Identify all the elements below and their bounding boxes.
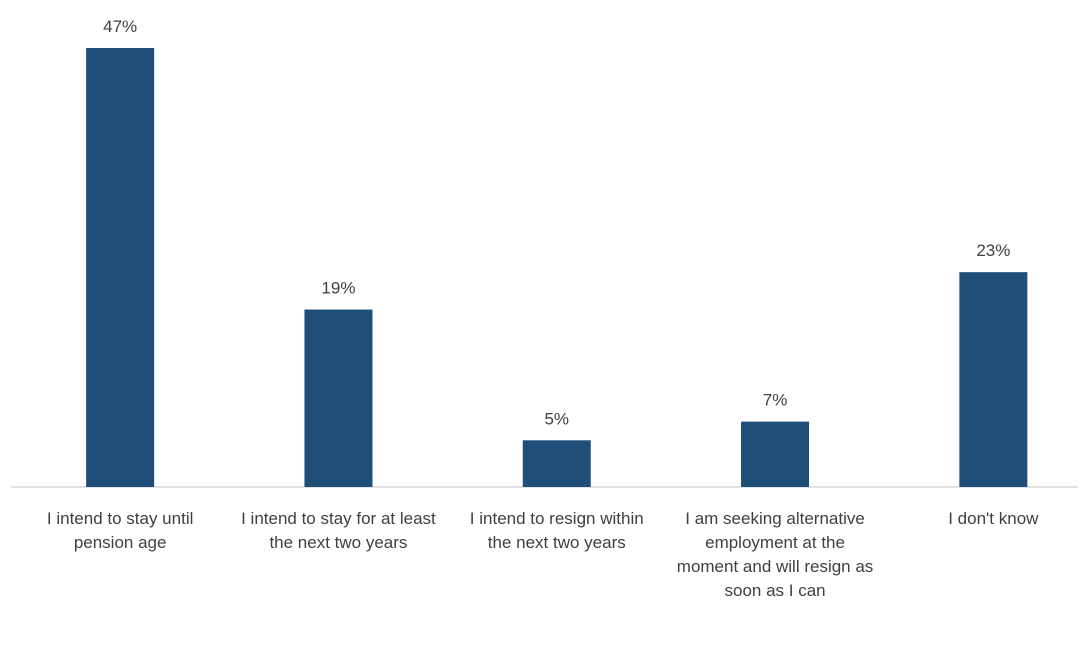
x-tick-label: I don't know: [948, 509, 1039, 528]
x-tick-label: I am seeking alternative employment at t…: [676, 509, 874, 600]
value-label: 23%: [976, 241, 1010, 260]
bar: [86, 48, 155, 487]
value-label: 19%: [321, 279, 355, 298]
x-tick-label: I intend to stay for at least the next t…: [241, 509, 436, 552]
bar: [959, 272, 1028, 487]
value-label: 5%: [544, 409, 569, 428]
value-label: 47%: [103, 17, 137, 36]
x-tick-label: I intend to stay until pension age: [46, 509, 194, 552]
bar: [304, 309, 373, 487]
bar: [741, 421, 810, 487]
value-label: 7%: [763, 391, 788, 410]
x-tick-label: I intend to resign within the next two y…: [469, 509, 644, 552]
bar: [522, 440, 591, 487]
